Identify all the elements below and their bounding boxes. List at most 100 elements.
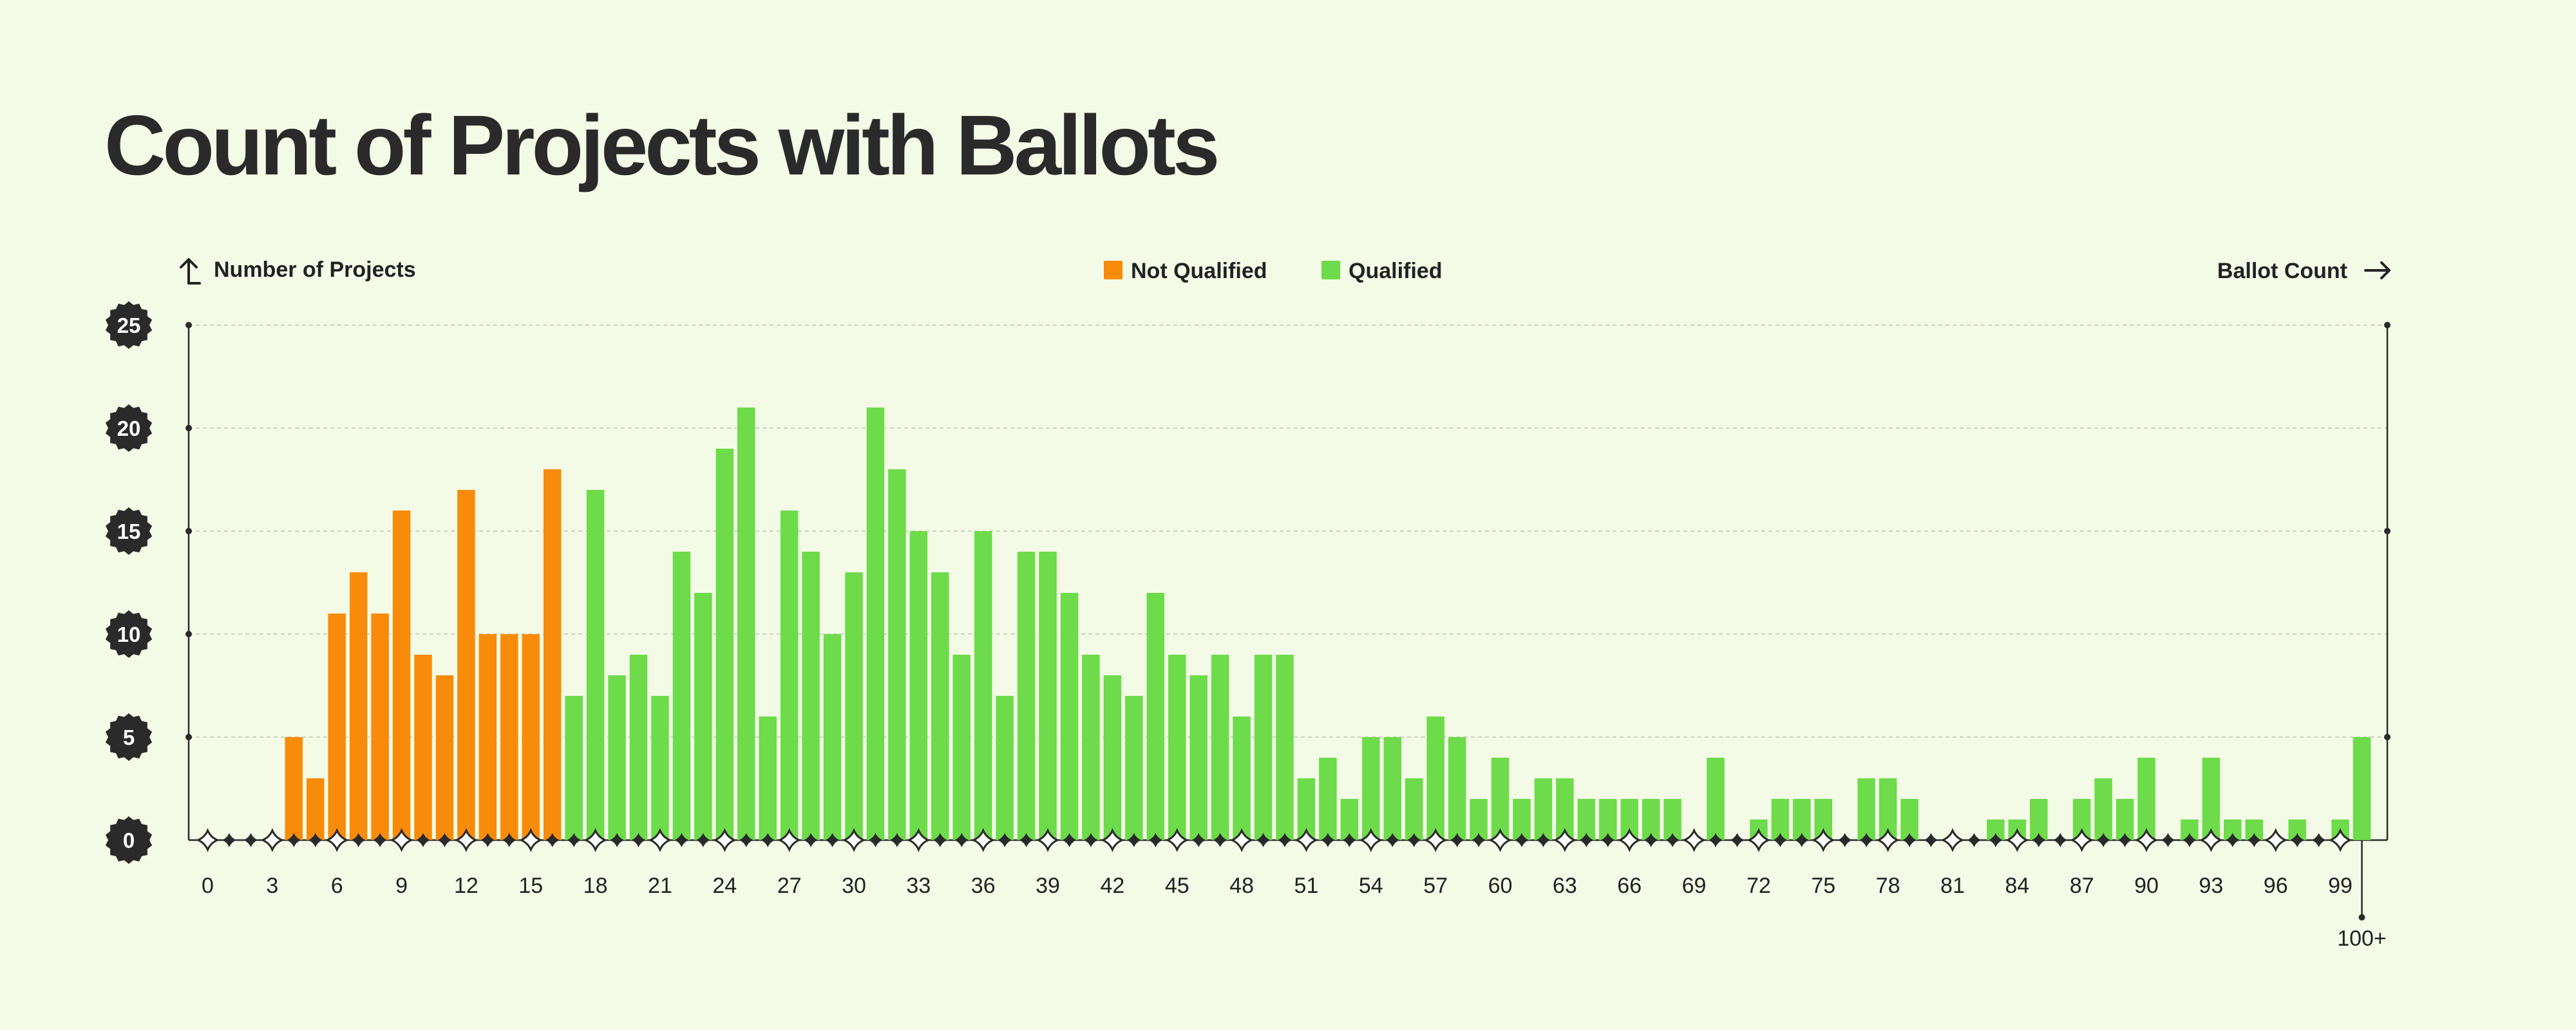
bar [845, 572, 863, 840]
tick-star-marker [454, 828, 478, 852]
tick-diamond-marker [1148, 833, 1163, 847]
tick-diamond-marker [1342, 833, 1357, 847]
tick-diamond-marker [1062, 833, 1077, 847]
legend: Not Qualified Qualified [1104, 259, 1442, 283]
bars [285, 407, 2371, 840]
tick-diamond-marker [739, 833, 753, 847]
tick-star-marker [1358, 828, 1383, 852]
x-tick-label: 45 [1165, 874, 1189, 898]
x-tick-label: 72 [1747, 874, 1771, 898]
bar [1319, 758, 1337, 840]
bar [1254, 655, 1273, 840]
bar [2094, 778, 2112, 840]
x-tick-label: 99 [2328, 874, 2353, 898]
tick-star-marker [518, 828, 544, 852]
bar [1103, 675, 1122, 840]
tick-diamond-marker [1924, 833, 1938, 847]
x-tick-label: 18 [583, 874, 608, 898]
y-tick-badge [105, 816, 153, 864]
bar [629, 655, 648, 840]
bar [307, 778, 325, 840]
tick-diamond-marker [954, 833, 969, 847]
bar [1405, 778, 1423, 840]
x-tick-label: 24 [712, 874, 737, 898]
tick-diamond-marker [610, 833, 625, 847]
bar [586, 490, 605, 840]
tick-diamond-marker [1320, 833, 1335, 847]
bar [522, 634, 540, 840]
tick-star-marker [712, 828, 737, 852]
tick-diamond-marker [2117, 833, 2132, 847]
x-tick-label: 66 [1617, 874, 1642, 898]
x-tick-label: 87 [2070, 874, 2094, 898]
tick-diamond-marker [416, 833, 430, 847]
x-tick-label: 69 [1682, 874, 1707, 898]
y-tick-badge [105, 404, 153, 452]
bar [931, 572, 949, 840]
tick-star-marker [648, 828, 672, 852]
tick-diamond-marker [1643, 833, 1658, 847]
legend-swatch-qualified [1321, 261, 1340, 279]
bar [1233, 716, 1251, 840]
tick-diamond-marker [1514, 833, 1529, 847]
bar [1082, 655, 1100, 840]
tick-star-marker [2263, 828, 2288, 852]
bar [1362, 737, 1380, 840]
tick-diamond-marker [287, 833, 301, 847]
right-axis-dot [2384, 734, 2391, 740]
x-tick-label: 33 [906, 874, 931, 898]
y-tick-labels: 0 5 10 15 20 25 [105, 301, 153, 864]
y-tick-badge [105, 713, 153, 761]
up-arrow-icon [180, 258, 201, 285]
x-tick-label: 90 [2134, 874, 2159, 898]
tick-star-marker [906, 828, 931, 852]
x-tick-label: 84 [2005, 874, 2029, 898]
bar [285, 737, 303, 840]
tick-diamond-marker [1536, 833, 1551, 847]
bar [349, 572, 368, 840]
y-tick-badge [105, 507, 153, 555]
bar [1426, 716, 1444, 840]
legend-label-qualified: Qualified [1349, 259, 1442, 283]
x-tick-label: 57 [1423, 874, 1448, 898]
tick-diamond-marker [502, 833, 516, 847]
tick-star-marker [583, 828, 608, 852]
tick-star-marker [2005, 828, 2030, 852]
y-tick-label: 25 [117, 314, 141, 337]
bar [780, 510, 799, 840]
tick-star-marker [842, 828, 866, 852]
tick-diamond-marker [631, 833, 646, 847]
bar [1448, 737, 1466, 840]
tick-star-marker [389, 828, 414, 852]
bar [1189, 675, 1208, 840]
tick-diamond-marker [1709, 833, 1723, 847]
x-tick-labels: 0 3 6 9 12 15 18 21 24 27 30 33 36 39 42 45 48 51 54 57 60 63… [202, 874, 2387, 951]
y-tick-label: 5 [123, 726, 135, 749]
tick-diamond-marker [1967, 833, 1982, 847]
tick-star-marker [2328, 828, 2353, 852]
tick-diamond-marker [1773, 833, 1788, 847]
y-axis-dot [185, 322, 192, 328]
x-tick-label: 6 [331, 874, 343, 898]
tick-diamond-marker [1794, 833, 1809, 847]
tick-star-marker [325, 828, 350, 852]
y-axis-dot [185, 528, 192, 534]
tick-diamond-marker [1988, 833, 2003, 847]
tick-star-marker [1553, 828, 1577, 852]
tick-star-marker [777, 828, 802, 852]
y-tick-label: 20 [117, 417, 141, 440]
bar [651, 696, 669, 840]
bar [414, 655, 432, 840]
x-tick-label: 30 [842, 874, 866, 898]
y-axis-dot [185, 631, 192, 637]
tick-star-marker [195, 828, 220, 852]
tick-star-marker [1940, 828, 1965, 852]
tick-diamond-marker [674, 833, 689, 847]
x-tick-label: 51 [1294, 874, 1319, 898]
tick-diamond-marker [1730, 833, 1745, 847]
bar [1039, 552, 1057, 840]
tick-diamond-marker [825, 833, 840, 847]
tick-diamond-marker [1213, 833, 1227, 847]
tick-diamond-marker [1600, 833, 1615, 847]
bar [1211, 655, 1229, 840]
